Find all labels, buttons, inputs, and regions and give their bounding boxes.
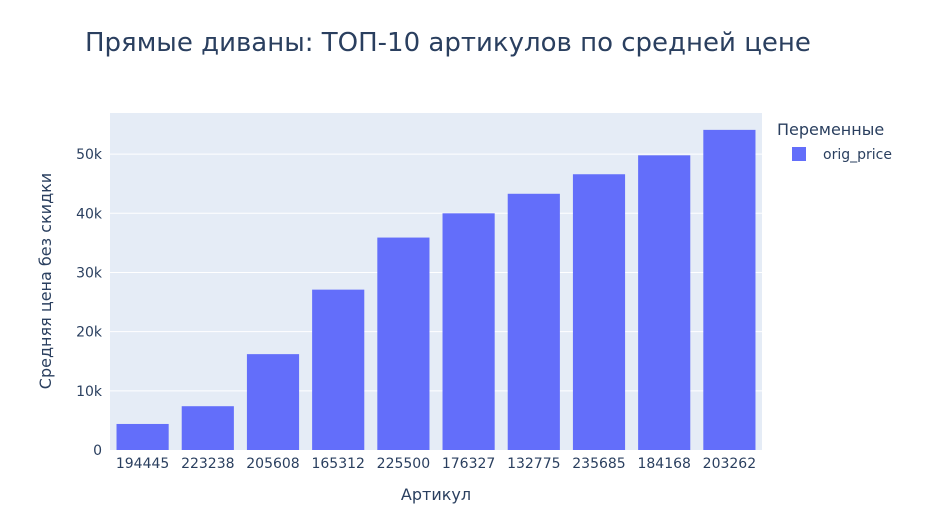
y-axis-title: Средняя цена без скидки	[36, 173, 55, 389]
bar-184168[interactable]	[638, 155, 691, 450]
x-axis-ticks: 194445 223238 205608 165312 225500 176327 1327…	[116, 456, 756, 472]
y-tick-label: 20k	[76, 325, 103, 341]
chart-title: Прямые диваны: ТОП-10 артикулов по средн…	[85, 28, 811, 58]
y-tick-label: 10k	[76, 384, 103, 400]
y-tick-label: 40k	[76, 206, 103, 222]
x-tick-label: 194445	[116, 456, 169, 472]
bar-165312[interactable]	[312, 289, 365, 450]
x-tick-label: 225500	[377, 456, 430, 472]
x-tick-label: 205608	[246, 456, 299, 472]
x-axis-title: Артикул	[401, 485, 471, 504]
bar-132775[interactable]	[507, 193, 560, 450]
bar-205608[interactable]	[246, 354, 300, 450]
y-tick-label: 0	[93, 443, 102, 459]
x-tick-label: 176327	[442, 456, 495, 472]
legend[interactable]: Переменные orig_price	[777, 120, 892, 163]
bar-225500[interactable]	[377, 237, 430, 450]
y-tick-label: 30k	[76, 265, 103, 281]
bar-194445[interactable]	[116, 423, 169, 450]
x-tick-label: 223238	[181, 456, 234, 472]
x-tick-label: 203262	[703, 456, 756, 472]
x-tick-label: 235685	[572, 456, 625, 472]
x-tick-label: 184168	[637, 456, 690, 472]
bars	[116, 129, 756, 450]
y-tick-label: 50k	[76, 147, 103, 163]
y-axis-ticks: 0 10k 20k 30k 40k 50k	[76, 147, 103, 459]
bar-176327[interactable]	[442, 213, 495, 450]
legend-item-label[interactable]: orig_price	[823, 147, 892, 163]
bar-235685[interactable]	[572, 174, 626, 450]
x-tick-label: 132775	[507, 456, 560, 472]
x-tick-label: 165312	[311, 456, 364, 472]
bar-223238[interactable]	[181, 406, 234, 450]
legend-title: Переменные	[777, 120, 884, 139]
bar-203262[interactable]	[703, 129, 756, 450]
legend-swatch[interactable]	[792, 147, 806, 161]
